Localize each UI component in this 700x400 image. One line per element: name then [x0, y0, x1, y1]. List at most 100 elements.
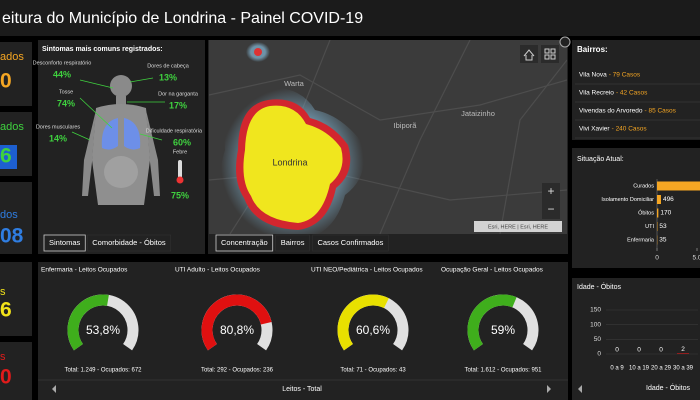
map-attribution: Esri, HERE | Esri, HERE	[488, 224, 548, 230]
tab[interactable]: Sintomas	[49, 238, 81, 247]
gauge-value: 80,8%	[220, 323, 254, 337]
bairro-cases: - 42 Casos	[616, 90, 648, 97]
category-label: 10 a 19	[629, 366, 650, 372]
symptom-value: 75%	[171, 190, 189, 200]
tab-box[interactable]	[87, 234, 171, 252]
body-figure	[82, 75, 184, 205]
bar	[677, 353, 689, 354]
symptom-label: Dor na garganta	[158, 91, 199, 97]
gauge-value: 60,6%	[356, 323, 390, 337]
x-tick-label: 5.0	[692, 255, 700, 262]
gauge-footer: Total: 292 - Ocupados: 236	[201, 368, 274, 374]
card-value: 0	[0, 366, 12, 389]
category-label: 30 a 39	[673, 366, 694, 372]
card-value: 08	[0, 225, 24, 248]
tab-box[interactable]	[275, 234, 310, 252]
bairro-cases: - 79 Casos	[609, 72, 641, 79]
header-bar	[0, 0, 700, 36]
gauge-value: 59%	[491, 323, 515, 337]
card-value: 0	[0, 70, 12, 93]
close-button[interactable]	[559, 36, 571, 48]
gauge-fill	[337, 294, 389, 351]
gauge-title: UTI NEO/Pediátrica - Leitos Ocupados	[311, 267, 423, 274]
bairro-name: Vila Recreio	[579, 90, 614, 97]
map-place: Jataizinho	[461, 109, 495, 118]
symptom-label: Dores musculares	[36, 124, 81, 130]
category-label: Isolamento Domiciliar	[601, 197, 654, 203]
bar	[657, 181, 700, 191]
nav-arrows[interactable]	[52, 385, 582, 393]
map-place: Londrina	[272, 157, 307, 167]
symptom-label: Dores de cabeça	[147, 63, 190, 69]
gauge-value: 53,8%	[86, 323, 120, 337]
symptom-label: Desconforto respiratório	[33, 60, 92, 66]
pointer-lines	[71, 77, 165, 141]
tab-box[interactable]	[312, 234, 389, 252]
symptom-label: Dificuldade respiratória	[146, 128, 203, 134]
card-label: s	[0, 351, 6, 363]
panel-title: Bairros:	[577, 45, 608, 54]
value-label: 35	[659, 237, 667, 244]
gauge-fill	[201, 294, 272, 351]
value-label: 2	[681, 346, 685, 353]
value-label: 496	[663, 196, 674, 203]
tab[interactable]: Comorbidade - Óbitos	[92, 238, 166, 247]
panel-title: Idade - Óbitos	[577, 282, 621, 291]
y-tick-label: 50	[594, 336, 602, 343]
map-place: Warta	[284, 79, 305, 88]
x-axis-title: Idade - Óbitos	[646, 383, 690, 392]
symptom-value: 60%	[173, 137, 191, 147]
panel-title: Situação Atual:	[577, 156, 624, 163]
y-tick-label: 150	[590, 307, 601, 314]
tab[interactable]: Concentração	[221, 238, 268, 247]
x-tick-label: 0	[655, 255, 659, 262]
card-label: dos	[0, 209, 18, 221]
y-tick-label: 0	[597, 351, 601, 358]
symptom-label: Tosse	[59, 89, 73, 95]
card-label: s	[0, 286, 6, 298]
bairro-name: Vivendas do Arvoredo	[579, 108, 643, 115]
map: + −	[209, 40, 567, 234]
symptom-value: 17%	[169, 100, 187, 110]
y-tick-label: 100	[590, 321, 601, 328]
gauge-footer: Total: 71 - Ocupados: 43	[340, 368, 406, 374]
tab[interactable]: Bairros	[281, 238, 305, 247]
bar	[657, 208, 659, 218]
value-label: 53	[659, 223, 667, 230]
value-label: 0	[659, 347, 663, 354]
value-label: 0	[615, 347, 619, 354]
value-label: 170	[660, 210, 671, 217]
tab-box[interactable]	[43, 234, 86, 252]
gauge-footer: Total: 1.249 - Ocupados: 672	[64, 368, 142, 374]
svg-text:−: −	[547, 202, 554, 216]
category-label: Óbitos	[638, 209, 654, 216]
map-place: Ibiporã	[394, 121, 418, 130]
symptom-value: 13%	[159, 72, 177, 82]
page-title: eitura do Município de Londrina - Painel…	[2, 10, 363, 27]
gauges-footer: Leitos - Total	[282, 386, 322, 393]
bar	[657, 195, 661, 204]
symptom-value: 44%	[53, 69, 71, 79]
panel-title: Sintomas mais comuns registrados:	[42, 46, 163, 53]
category-label: Enfermaria	[627, 237, 655, 243]
card-label: ados	[0, 121, 24, 133]
category-label: Curados	[633, 183, 654, 189]
value-highlight	[0, 145, 17, 169]
gauge-title: UTI Adulto - Leitos Ocupados	[175, 267, 261, 274]
svg-text:+: +	[547, 184, 554, 198]
bairro-name: Vila Nova	[579, 72, 607, 79]
card-value: 6	[0, 145, 12, 168]
tab[interactable]: Casos Confirmados	[317, 238, 383, 247]
symptom-value: 14%	[49, 133, 67, 143]
symptom-value: 74%	[57, 98, 75, 108]
gauge-fill	[467, 294, 517, 351]
category-label: 20 a 29	[651, 366, 672, 372]
bar-chart: 0 5.0 Curados Isolamento Domiciliar 496 Óbito…	[601, 179, 700, 262]
gauge-footer: Total: 1.612 - Ocupados: 951	[464, 368, 542, 374]
bairro-cases: - 240 Casos	[612, 126, 648, 133]
tab-box[interactable]	[215, 234, 274, 252]
gauge-title: Ocupação Geral - Leitos Ocupados	[441, 267, 544, 274]
card-label: ados	[0, 51, 24, 63]
